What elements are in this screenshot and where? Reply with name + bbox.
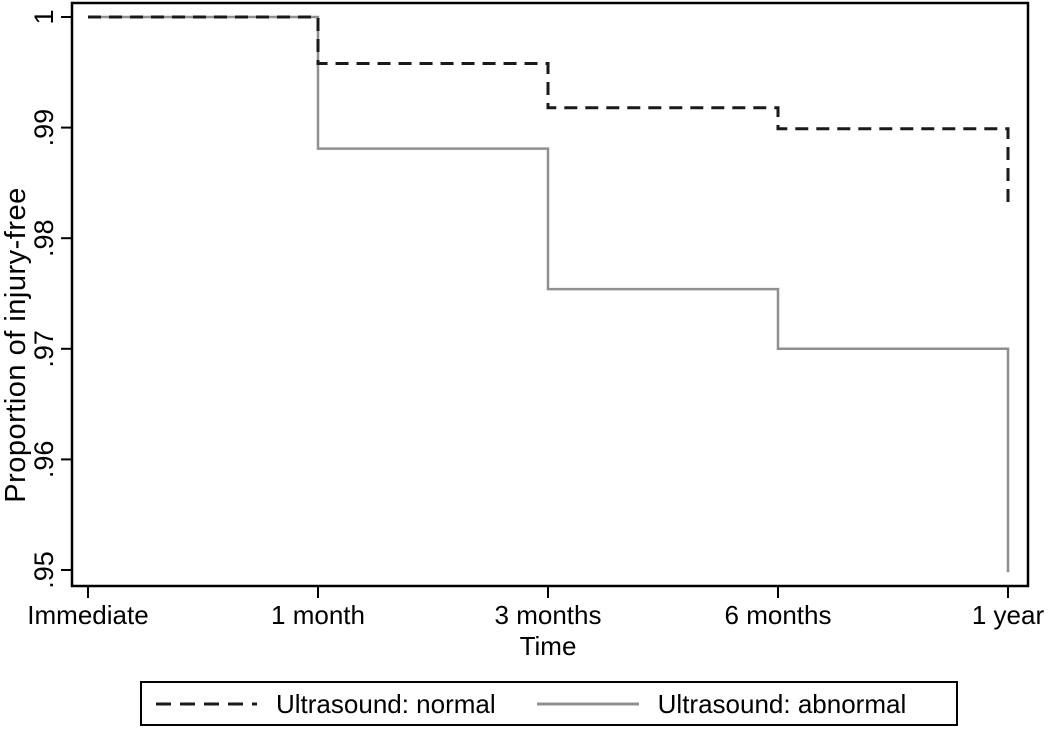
y-tick-label: .99: [29, 109, 59, 147]
legend: Ultrasound: normal Ultrasound: abnormal: [140, 681, 958, 726]
y-axis-title: Proportion of injury-free: [0, 187, 32, 503]
x-tick-label: 1 year: [972, 600, 1045, 630]
legend-item-normal: Ultrasound: normal: [155, 691, 496, 717]
plot-frame: [70, 1, 1030, 588]
legend-line-abnormal-icon: [536, 702, 639, 705]
legend-item-abnormal: Ultrasound: abnormal: [536, 688, 907, 719]
x-axis-title: Time: [519, 631, 577, 661]
y-tick-label: .98: [29, 219, 59, 257]
survival-chart: 1 .99 .98 .97 .96 .95 Immediate 1 month 3 months…: [27, 1, 1045, 630]
y-tick-label: .96: [29, 441, 59, 479]
legend-label-abnormal: Ultrasound: abnormal: [657, 688, 907, 719]
series-abnormal-curve: [88, 15, 1010, 573]
y-tick-label: .95: [29, 551, 59, 589]
series-normal-curve: [88, 15, 1010, 208]
x-tick-label: Immediate: [27, 600, 148, 630]
legend-label-normal: Ultrasound: normal: [276, 688, 496, 719]
legend-line-normal-icon: [156, 702, 257, 705]
x-tick-label: 3 months: [495, 600, 602, 630]
y-tick-label: .97: [29, 330, 59, 368]
x-tick-label: 6 months: [725, 600, 832, 630]
y-tick-label: 1: [29, 9, 59, 24]
x-tick-label: 1 month: [271, 600, 365, 630]
